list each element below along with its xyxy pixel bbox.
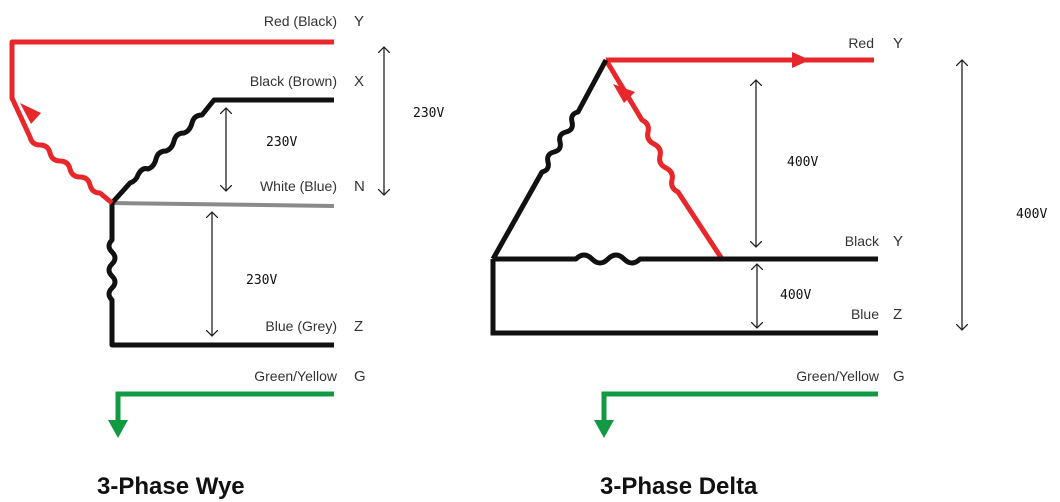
wye-wire-label-g: Green/Yellow (254, 368, 338, 384)
wye-ground-wire (115, 391, 334, 424)
wye-wire-tag-x: X (354, 73, 364, 90)
delta-black-wire (493, 252, 878, 266)
wye-wire-tag-y: Y (354, 13, 364, 30)
delta-wire-tag-green: G (893, 368, 905, 385)
delta-wire-label-black: Black (845, 233, 880, 249)
wye-title: 3-Phase Wye (97, 473, 245, 500)
wye-wire-label-n: White (Blue) (260, 178, 337, 194)
wye-diagram: 230V 230V 230V Red (Black) Y Black (Brow… (9, 13, 444, 500)
delta-ground-arrowhead (594, 420, 614, 438)
wye-ground-arrowhead (108, 420, 128, 438)
wye-neutral-wire (111, 201, 335, 208)
wye-wire-label-y: Red (Black) (264, 13, 337, 29)
delta-wire-label-blue: Blue (851, 306, 879, 322)
wye-black-coil (110, 97, 334, 205)
delta-wire-label-red: Red (848, 35, 874, 51)
wye-red-arrowhead (20, 103, 41, 124)
wye-wire-tag-n: N (354, 178, 365, 195)
wye-wire-tag-g: G (354, 368, 366, 385)
delta-black-coil (490, 58, 609, 261)
delta-red-coil-arrowhead (613, 84, 635, 103)
wye-wire-tag-z: Z (354, 318, 363, 335)
delta-title: 3-Phase Delta (600, 473, 758, 500)
delta-blue-wire (490, 259, 878, 336)
wye-red-coil (9, 39, 334, 205)
wye-blue-coil (106, 203, 334, 348)
wye-wire-label-x: Black (Brown) (250, 73, 337, 89)
delta-red-coil (603, 58, 725, 261)
wye-voltage-phase-to-phase: 230V (413, 106, 444, 121)
delta-voltage-black-to-blue: 400V (780, 288, 811, 303)
delta-wire-tag-blue: Z (893, 306, 902, 323)
delta-voltage-red-to-blue: 400V (1016, 207, 1047, 222)
delta-ground-wire (601, 391, 878, 424)
delta-red-arrowhead (792, 52, 810, 68)
delta-diagram: 400V 400V 400V Red Y Black Y Blue Z Gree… (490, 35, 1047, 500)
delta-wire-tag-black: Y (893, 233, 903, 250)
wye-wire-label-z: Blue (Grey) (265, 318, 337, 334)
delta-wire-tag-red: Y (893, 35, 903, 52)
wye-voltage-n-to-z: 230V (246, 273, 277, 288)
delta-voltage-red-to-black: 400V (787, 155, 818, 170)
wye-voltage-x-to-n: 230V (266, 135, 297, 150)
delta-wire-label-green: Green/Yellow (796, 368, 880, 384)
